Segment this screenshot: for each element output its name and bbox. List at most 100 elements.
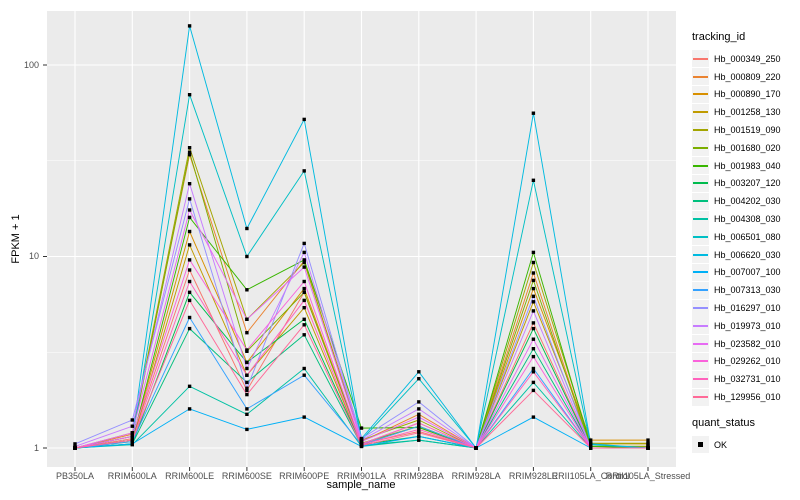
line-swatch-icon: [692, 174, 709, 192]
legend-entry-Hb_029262_010: Hb_029262_010: [692, 352, 798, 371]
data-point-marker: [417, 434, 421, 439]
data-point-marker: [187, 243, 192, 247]
data-point-marker: [531, 388, 536, 393]
legend-entry-label: Hb_129956_010: [714, 392, 781, 403]
data-point-marker: [302, 258, 306, 262]
data-point-marker: [531, 347, 536, 351]
data-point-marker: [531, 366, 536, 371]
data-point-marker: [589, 442, 593, 446]
data-point-marker: [302, 366, 306, 371]
data-point-marker: [302, 260, 306, 265]
data-point-marker: [187, 268, 192, 272]
line-swatch-icon: [692, 228, 709, 246]
data-point-marker: [589, 438, 593, 442]
data-point-marker: [302, 415, 306, 419]
data-point-marker: [302, 317, 306, 321]
legend-entry-Hb_032731_010: Hb_032731_010: [692, 370, 798, 388]
line-swatch-icon: [692, 121, 709, 139]
data-point-marker: [187, 407, 192, 411]
data-point-marker: [531, 326, 536, 331]
data-point-marker: [302, 333, 306, 337]
data-point-marker: [187, 150, 192, 154]
line-swatch-icon: [692, 246, 709, 264]
line-swatch-icon: [692, 352, 709, 370]
data-point-marker: [130, 431, 134, 435]
legend-entry-Hb_001258_130: Hb_001258_130: [692, 103, 798, 121]
data-point-marker: [73, 442, 77, 446]
legend-entry-Hb_023582_010: Hb_023582_010: [692, 335, 798, 353]
data-point-marker: [417, 400, 421, 404]
data-point-marker: [417, 424, 421, 428]
legend-entry-label: Hb_004202_030: [714, 196, 781, 207]
data-point-marker: [187, 279, 192, 284]
line-swatch-icon: [692, 85, 709, 103]
data-point-marker: [589, 446, 593, 450]
ok-square-marker-icon: [692, 436, 709, 454]
legend-entry-label: Hb_023582_010: [714, 338, 781, 349]
legend-entry-label: Hb_001983_040: [714, 160, 781, 171]
data-point-marker: [359, 439, 364, 444]
data-point-marker: [130, 438, 134, 442]
data-point-marker: [302, 250, 306, 255]
data-point-marker: [531, 178, 536, 182]
data-point-marker: [359, 443, 364, 448]
legend-entry-Hb_004202_030: Hb_004202_030: [692, 192, 798, 210]
data-point-marker: [417, 421, 421, 425]
x-tick-label-RRIM928LA: RRIM928LA: [451, 471, 501, 481]
legend-entry-label: Hb_019973_010: [714, 320, 781, 331]
legend-entries-tracking-id: Hb_000349_250 Hb_000809_220 Hb_000890_170 H…: [692, 50, 798, 406]
legend: tracking_id Hb_000349_250 Hb_000809_220 Hb…: [692, 31, 798, 454]
legend-entry-label: Hb_032731_010: [714, 374, 781, 385]
legend-entry-label: Hb_003207_120: [714, 178, 781, 189]
data-point-marker: [245, 226, 249, 231]
data-point-marker: [187, 258, 192, 262]
y-tick-label-1: 1: [33, 442, 39, 453]
legend-entry-label: Hb_001680_020: [714, 142, 781, 153]
data-point-marker: [187, 197, 192, 201]
data-point-marker: [130, 424, 134, 428]
data-point-marker: [245, 373, 249, 377]
data-point-marker: [187, 93, 192, 97]
data-point-marker: [302, 169, 306, 173]
data-point-marker: [531, 294, 536, 298]
y-tick-label-100: 100: [23, 59, 39, 70]
data-point-marker: [187, 146, 192, 150]
data-point-marker: [417, 407, 421, 411]
data-point-marker: [187, 229, 192, 234]
data-point-marker: [302, 323, 306, 327]
data-point-marker: [302, 373, 306, 377]
line-swatch-icon: [692, 68, 709, 86]
data-point-marker: [359, 426, 364, 430]
x-axis-title: sample_name: [326, 479, 396, 491]
legend-entry-Hb_003207_120: Hb_003207_120: [692, 174, 798, 193]
data-point-marker: [417, 427, 421, 432]
legend-entry-Hb_006620_030: Hb_006620_030: [692, 246, 798, 264]
data-point-marker: [646, 441, 650, 445]
legend-entry-label: Hb_006620_030: [714, 249, 781, 260]
data-point-marker: [130, 418, 134, 422]
line-swatch-icon: [692, 263, 709, 281]
legend-entry-label: Hb_016297_010: [714, 303, 781, 314]
data-point-marker: [187, 298, 192, 303]
data-point-marker: [417, 431, 421, 435]
legend-entry-Hb_007313_030: Hb_007313_030: [692, 281, 798, 299]
legend-entry-label: Hb_001519_090: [714, 125, 781, 136]
data-point-marker: [245, 388, 249, 393]
legend-entry-label: Hb_007007_100: [714, 267, 781, 278]
data-point-marker: [187, 290, 192, 294]
legend-entry-Hb_129956_010: Hb_129956_010: [692, 388, 798, 406]
data-point-marker: [531, 415, 536, 419]
line-swatch-icon: [692, 139, 709, 157]
data-point-marker: [302, 241, 306, 246]
data-point-marker: [245, 412, 249, 416]
legend-entry-Hb_016297_010: Hb_016297_010: [692, 299, 798, 317]
legend-entry-Hb_006501_080: Hb_006501_080: [692, 228, 798, 246]
x-tick-label-RRIM600SE: RRIM600SE: [221, 471, 272, 481]
data-point-marker: [417, 370, 421, 374]
legend-entry-label: Hb_006501_080: [714, 231, 781, 242]
data-point-marker: [531, 278, 536, 283]
data-point-marker: [646, 446, 650, 450]
legend-entry-Hb_001983_040: Hb_001983_040: [692, 157, 798, 175]
data-point-marker: [187, 153, 192, 157]
